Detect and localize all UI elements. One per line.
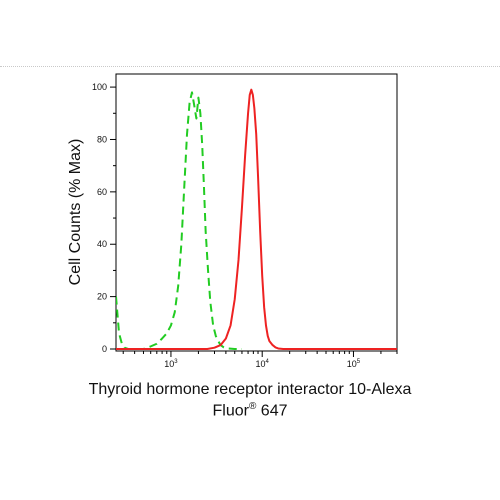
top-divider	[0, 66, 500, 67]
x-axis-label-fluor: Fluor	[212, 402, 249, 420]
y-tick-label: 100	[92, 82, 107, 92]
y-tick-label: 40	[97, 239, 107, 249]
plot-frame	[115, 73, 398, 352]
series-line-control	[116, 91, 242, 350]
x-axis: 103 104 105	[122, 351, 398, 369]
y-tick-label: 60	[97, 187, 107, 197]
y-tick-label: 20	[97, 292, 107, 302]
x-axis-label-number: 647	[256, 402, 288, 420]
x-axis-label-line2: Fluor® 647	[0, 401, 500, 420]
y-axis-label: Cell Counts (% Max)	[67, 138, 84, 286]
x-tick-label: 105	[347, 359, 361, 369]
y-axis: 0 20 40 60 80 100	[92, 82, 116, 354]
series-line-sample	[116, 88, 397, 350]
x-axis-label-line1: Thyroid hormone receptor interactor 10-A…	[88, 381, 412, 398]
y-tick-label: 0	[102, 344, 107, 354]
series-layer	[116, 88, 397, 350]
registered-mark: ®	[248, 401, 257, 412]
x-tick-label: 104	[256, 359, 270, 369]
x-tick-label: 103	[164, 359, 178, 369]
y-tick-label: 80	[97, 134, 107, 144]
